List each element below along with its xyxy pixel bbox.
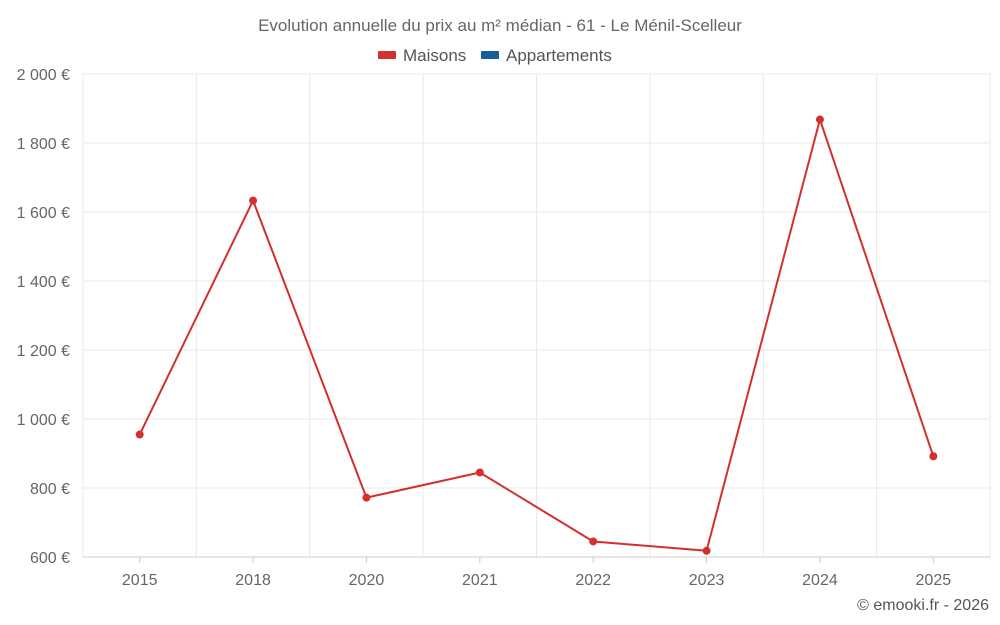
data-point-maisons[interactable] — [589, 537, 598, 546]
x-tick-label: 2022 — [575, 572, 611, 589]
legend: Maisons Appartements — [378, 46, 612, 65]
y-tick-label: 600 € — [30, 550, 70, 567]
x-tick-label: 2020 — [349, 572, 385, 589]
data-point-maisons[interactable] — [929, 452, 938, 461]
x-axis-ticks: 2015 2018 2020 2021 2022 2023 2024 2025 — [122, 557, 951, 589]
y-axis-ticks: 600 € 800 € 1 000 € 1 200 € 1 400 € 1 600 € 1 … — [17, 67, 70, 567]
legend-item-appartements[interactable]: Appartements — [481, 46, 612, 65]
data-point-maisons[interactable] — [702, 546, 711, 555]
series-line-maisons — [138, 118, 935, 552]
x-tick-label: 2021 — [462, 572, 498, 589]
y-tick-label: 1 600 € — [17, 205, 70, 222]
x-tick-label: 2015 — [122, 572, 158, 589]
legend-swatch-maisons — [378, 51, 396, 59]
y-tick-label: 1 400 € — [17, 274, 70, 291]
y-tick-label: 1 800 € — [17, 136, 70, 153]
y-tick-label: 800 € — [30, 481, 70, 498]
series-layer — [135, 115, 938, 555]
y-tick-label: 1 200 € — [17, 343, 70, 360]
legend-item-maisons[interactable]: Maisons — [378, 46, 466, 65]
x-tick-label: 2018 — [235, 572, 271, 589]
x-tick-label: 2025 — [916, 572, 952, 589]
x-tick-label: 2023 — [689, 572, 725, 589]
data-point-maisons[interactable] — [249, 196, 258, 205]
y-tick-label: 1 000 € — [17, 412, 70, 429]
x-gridlines — [82, 74, 991, 557]
data-point-maisons[interactable] — [135, 430, 144, 439]
data-point-maisons[interactable] — [475, 468, 484, 477]
legend-label-maisons: Maisons — [403, 46, 466, 65]
data-point-maisons[interactable] — [362, 493, 371, 502]
data-point-maisons[interactable] — [815, 115, 824, 124]
y-tick-label: 2 000 € — [17, 67, 70, 84]
chart-title: Evolution annuelle du prix au m² médian … — [258, 16, 742, 35]
credit-text: © emooki.fr - 2026 — [857, 597, 989, 614]
legend-label-appartements: Appartements — [506, 46, 612, 65]
legend-swatch-appartements — [481, 51, 499, 59]
x-tick-label: 2024 — [802, 572, 838, 589]
